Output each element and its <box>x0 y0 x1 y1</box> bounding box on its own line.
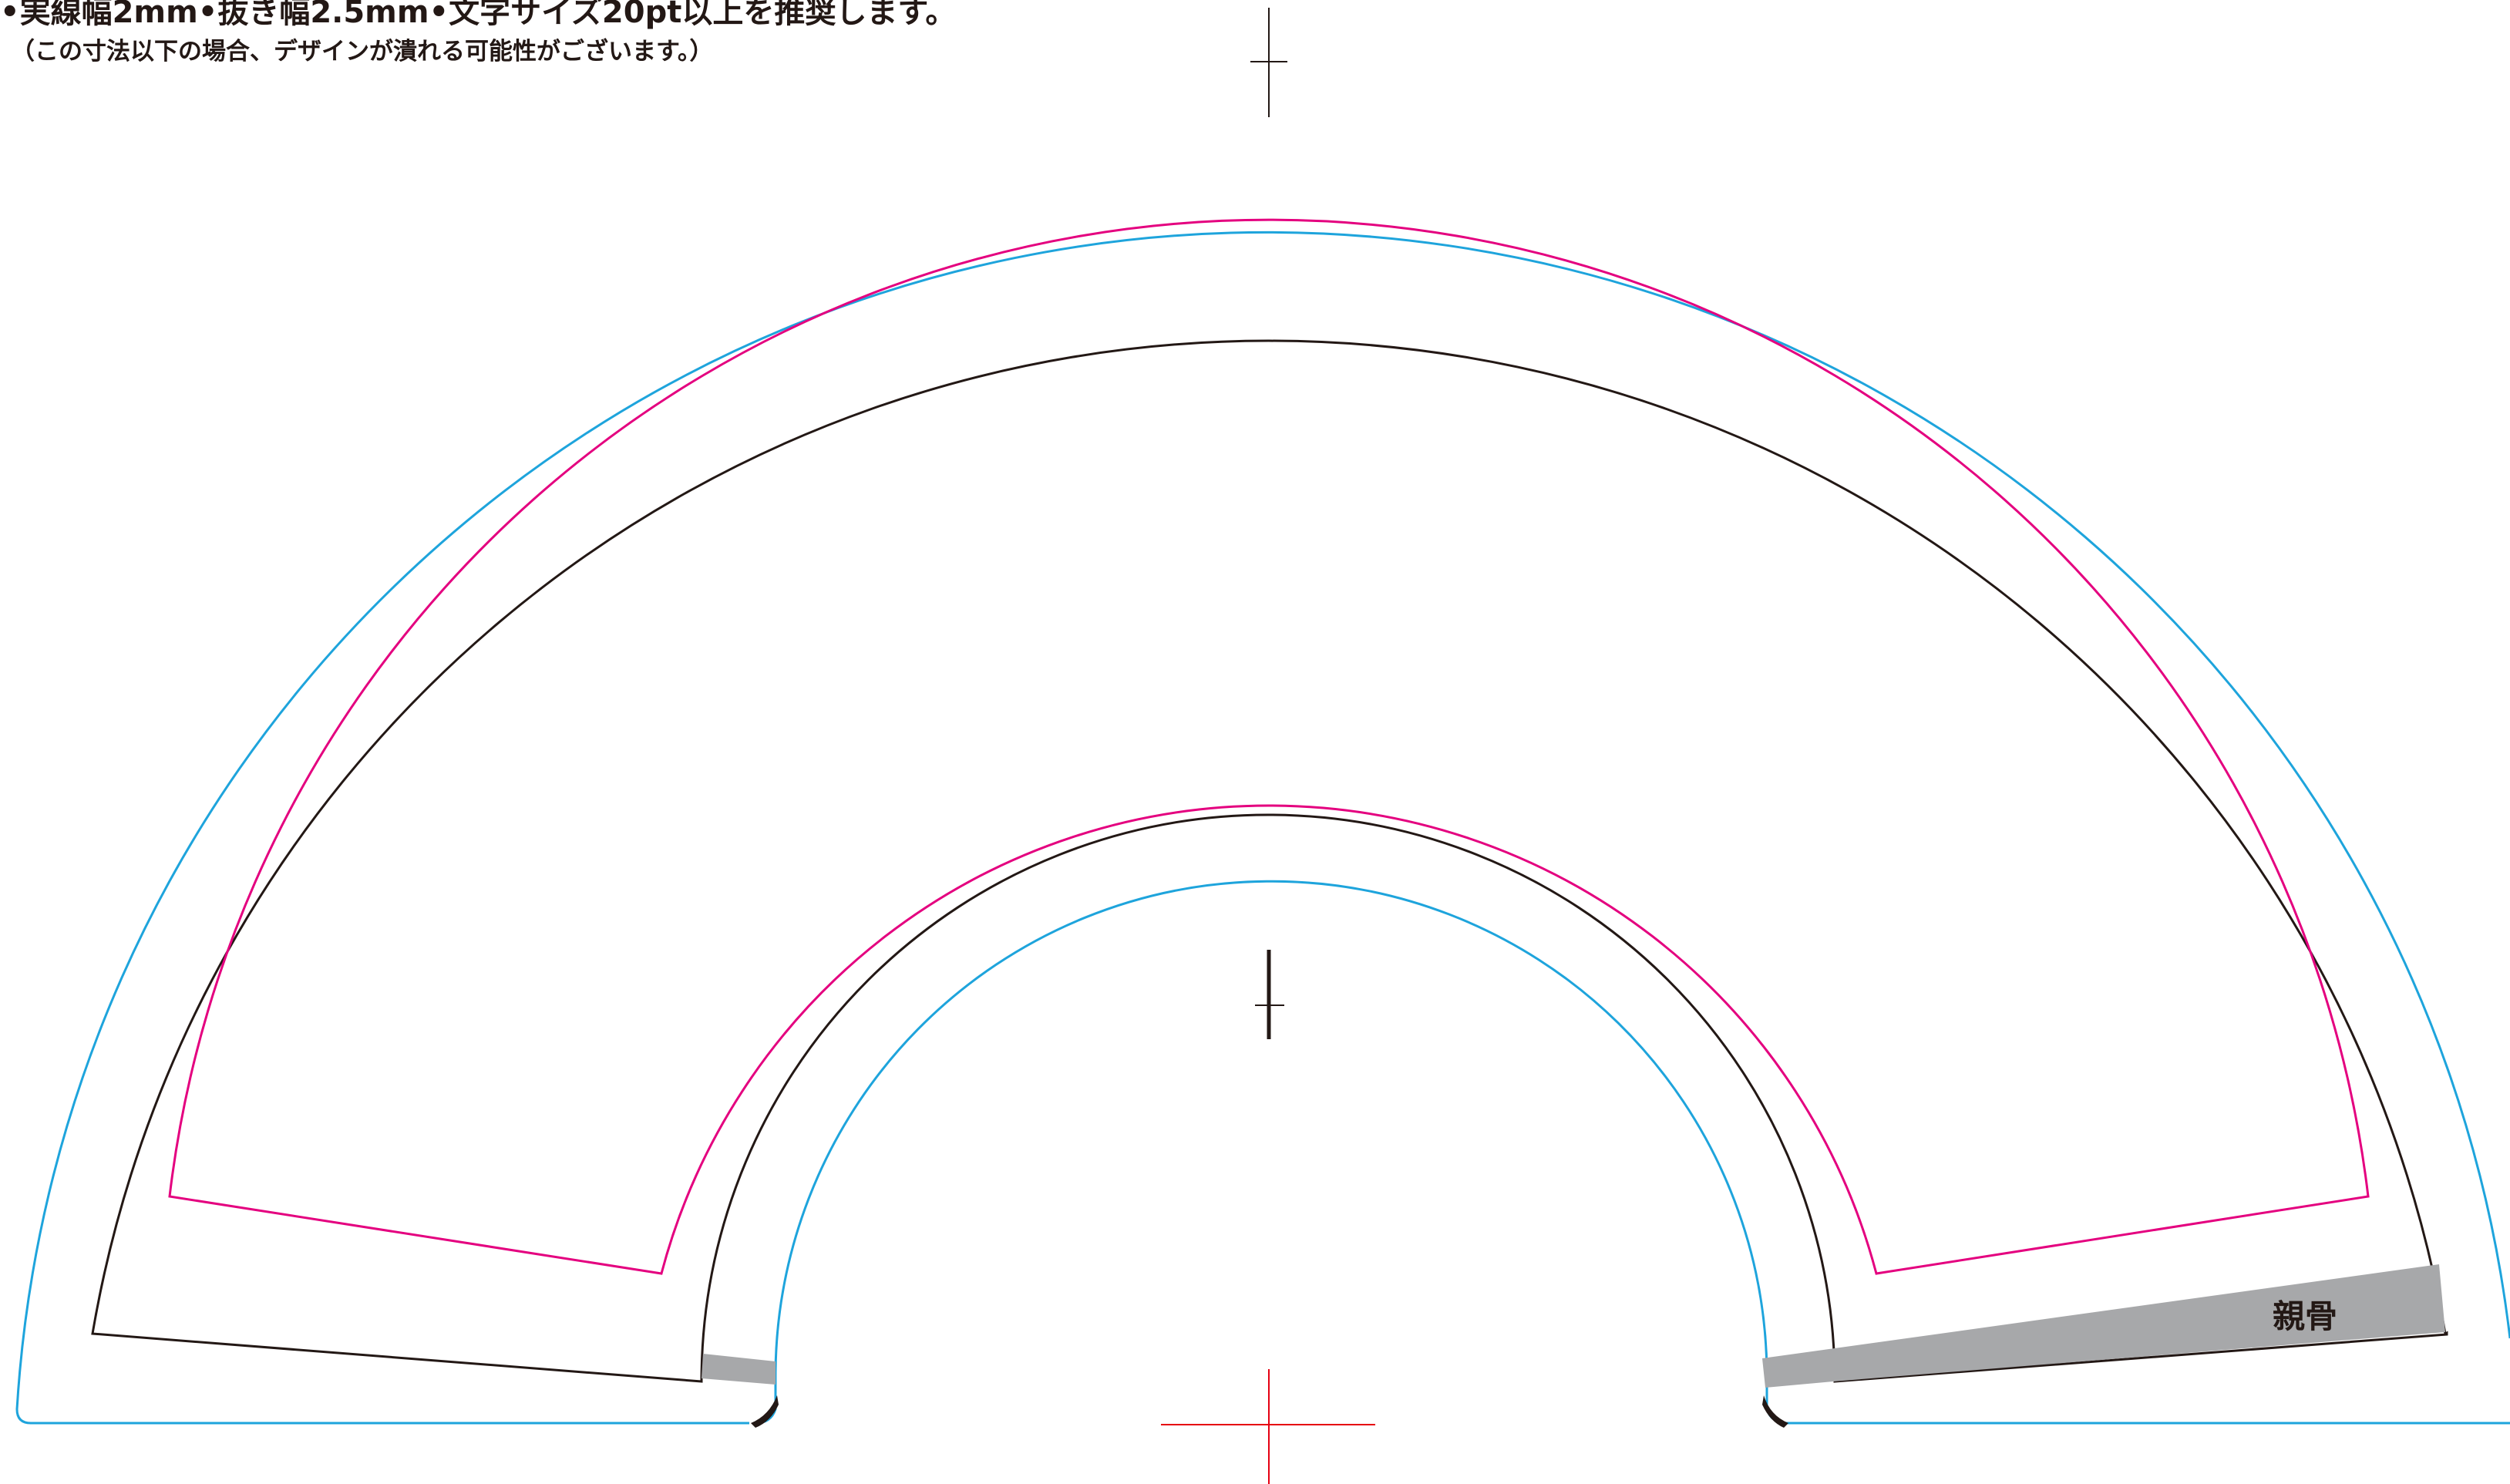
right-rib-band <box>1762 1264 2445 1388</box>
bottom-center-crosshair <box>1161 1369 1375 1484</box>
outer-bleed-line <box>15 231 2510 1425</box>
right-corner-mark <box>1762 1395 1788 1428</box>
safe-area-outline <box>168 218 2370 1275</box>
warning-note: （この寸法以下の場合、デザインが潰れる可能性がございます。） <box>11 38 714 66</box>
top-registration-mark <box>1250 8 1287 117</box>
left-rib-band <box>702 1354 776 1385</box>
trim-outline <box>91 339 2448 1383</box>
left-corner-mark <box>751 1395 779 1428</box>
inner-bleed-arc <box>774 880 1768 1382</box>
rib-label: 親骨 <box>2273 1297 2338 1335</box>
recommendation-note: •実線幅2mm•抜き幅2.5mm•文字サイズ20pt以上を推奨します。 <box>0 0 957 30</box>
center-registration-mark <box>1255 950 1284 1039</box>
